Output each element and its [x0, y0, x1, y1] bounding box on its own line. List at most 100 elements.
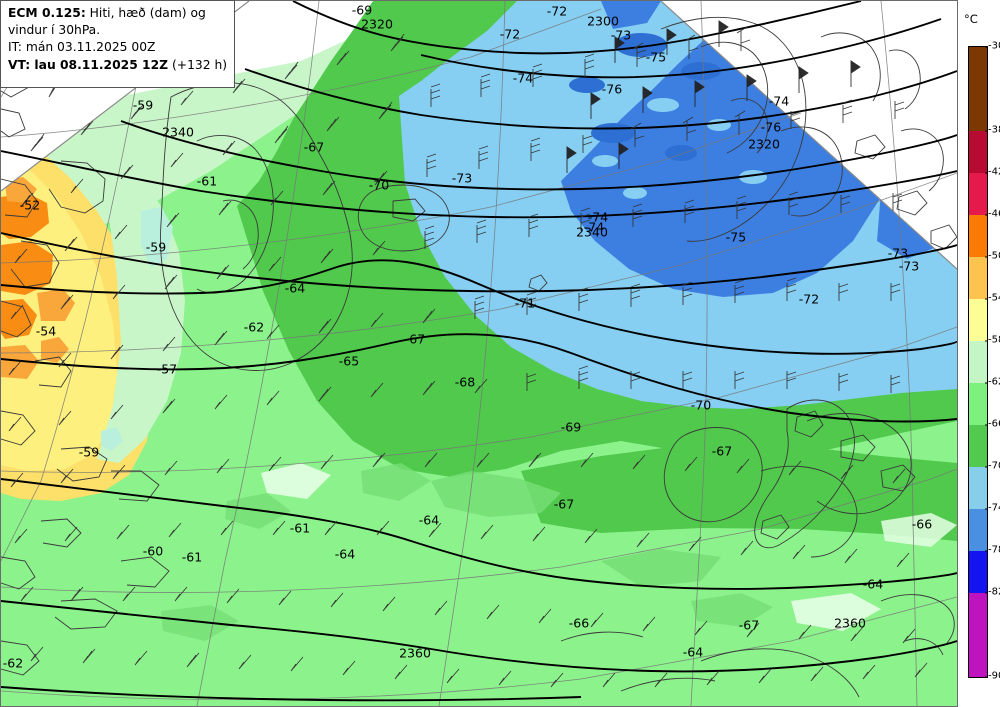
colorbar-segment	[969, 383, 987, 425]
temperature-label: -68	[454, 374, 476, 390]
colorbar-tick: -58	[984, 335, 1000, 346]
colorbar-segment	[969, 131, 987, 173]
temp-band-66b	[521, 443, 957, 541]
colorbar-gradient	[968, 46, 988, 678]
temperature-label: -72	[546, 3, 568, 19]
colorbar-tick: -78	[984, 545, 1000, 556]
temperature-label: -70	[368, 177, 390, 193]
colorbar-tick: -50	[984, 251, 1000, 262]
temperature-label: -61	[196, 173, 218, 189]
colorbar-tick: -62	[984, 377, 1000, 388]
temperature-label: -61	[181, 549, 203, 565]
temp-texture-3	[361, 463, 431, 501]
temperature-label: -62	[243, 319, 265, 335]
colorbar-segment	[969, 257, 987, 299]
height-contour-label: 2320	[361, 16, 393, 32]
temp-texture-2	[601, 549, 721, 587]
temperature-label: -64	[682, 644, 704, 660]
temperature-label: -67	[553, 496, 575, 512]
height-contour-label: 2300	[587, 13, 619, 29]
temperature-label: -64	[862, 576, 884, 592]
height-contour-label: 2360	[834, 615, 866, 631]
colorbar-tick: -54	[984, 293, 1000, 304]
temperature-label: -70	[690, 397, 712, 413]
temp-patch-teal	[141, 207, 173, 267]
temperature-label: -67	[303, 139, 325, 155]
colorbar-tick: -66	[984, 419, 1000, 430]
temp-patch-teal2	[101, 427, 123, 451]
temperature-label: -73	[887, 245, 909, 261]
temp-texture-6	[161, 605, 239, 641]
info-line-init-time: IT: mán 03.11.2025 00Z	[8, 40, 156, 55]
colorbar-segment	[969, 173, 987, 215]
temperature-label: -61	[289, 520, 311, 536]
temperature-label: -73	[451, 170, 473, 186]
temp-texture-7	[261, 463, 331, 499]
temp-texture-1	[431, 471, 561, 517]
temperature-label: -60	[142, 543, 164, 559]
colorbar-panel: °C -30 -38 -42 -46 -50 -54 -58 -62 -66 -70 -74 -78 -…	[958, 0, 1000, 707]
temp-band-50c	[1, 299, 37, 339]
temperature-label: -69	[560, 419, 582, 435]
colorbar-tick: -30	[984, 41, 1000, 52]
colorbar-tick: -74	[984, 503, 1000, 514]
height-contour-label: 2340	[162, 124, 194, 140]
temperature-label: -59	[132, 97, 154, 113]
temperature-label: -54	[35, 323, 57, 339]
temperature-label: -75	[645, 49, 667, 65]
info-line-valid-time: VT: lau 08.11.2025 12Z (+132 h)	[8, 57, 227, 74]
temperature-label: -67	[711, 443, 733, 459]
temperature-label: -64	[334, 546, 356, 562]
parameter-text: Hiti, hæð (dam) og	[85, 6, 206, 20]
temperature-label: -59	[145, 239, 167, 255]
colorbar-unit-label: °C	[964, 12, 978, 26]
height-contours	[1, 1, 957, 702]
height-contour-label: 2340	[576, 224, 608, 240]
colorbar-tick: -42	[984, 167, 1000, 178]
temperature-label: -67	[404, 331, 426, 347]
map-panel[interactable]: -52 -54 -57 -59 -59 -59 -61 -61 -62 -62 -60 -61 -64 -…	[0, 0, 958, 707]
temperature-label: -74	[768, 93, 790, 109]
colorbar-tick: -46	[984, 209, 1000, 220]
lead-time: (+132 h)	[168, 57, 228, 72]
temperature-label: -62	[2, 655, 24, 671]
domain-edge-ne	[660, 1, 957, 270]
colorbar-segment	[969, 593, 987, 677]
temperature-label: -52	[19, 197, 41, 213]
colorbar-segment	[969, 509, 987, 551]
temperature-label: -74	[583, 219, 605, 235]
temp-band-50	[1, 193, 49, 239]
temperature-label: -65	[338, 353, 360, 369]
temperature-label: -74	[587, 209, 609, 225]
temperature-label: -66	[568, 615, 590, 631]
info-line-parameter2: vindur í 30hPa.	[8, 23, 101, 38]
colorbar-segment	[969, 341, 987, 383]
temp-band-50f	[41, 337, 69, 363]
temperature-label: -73	[898, 258, 920, 274]
chart-info-box: ECM 0.125: Hiti, hæð (dam) og vindur í 3…	[0, 0, 235, 88]
temp-band-74b	[601, 1, 661, 29]
colorbar-tick: -70	[984, 461, 1000, 472]
temperature-label: -64	[284, 280, 306, 296]
temp-texture-8	[791, 593, 881, 631]
height-contour-label: 2320	[748, 136, 780, 152]
map-canvas	[1, 1, 957, 706]
colorbar-tick: -90	[984, 671, 1000, 682]
temperature-label: -76	[601, 81, 623, 97]
temperature-label: -71	[514, 295, 536, 311]
colorbar-segment	[969, 215, 987, 257]
model-name: ECM 0.125:	[8, 6, 86, 20]
temperature-label: -72	[499, 26, 521, 42]
temperature-label: -75	[725, 229, 747, 245]
wind-barbs	[8, 20, 928, 688]
temperature-label: -64	[418, 512, 440, 528]
temp-band-50d	[37, 289, 75, 321]
colorbar-segment	[969, 551, 987, 593]
temp-texture-9	[881, 513, 957, 547]
colorbar-tick: -82	[984, 587, 1000, 598]
info-line-model: ECM 0.125: Hiti, hæð (dam) og	[8, 5, 227, 22]
temperature-label: -72	[798, 291, 820, 307]
temperature-label: -73	[610, 27, 632, 43]
temperature-label: -66	[911, 516, 933, 532]
